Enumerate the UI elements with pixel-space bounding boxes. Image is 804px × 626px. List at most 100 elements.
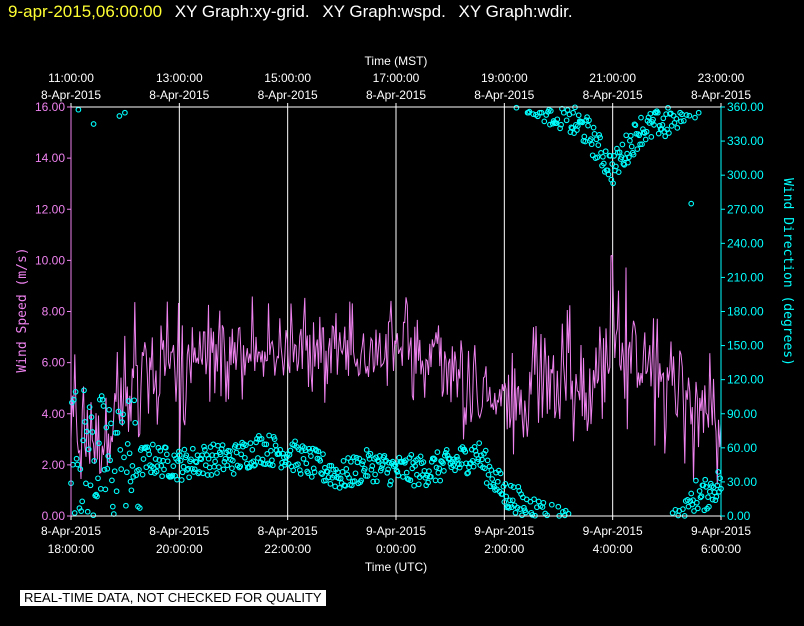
wind-direction-point xyxy=(290,467,297,474)
wind-direction-point xyxy=(441,468,447,474)
wind-direction-point xyxy=(697,494,704,501)
wind-direction-point xyxy=(146,451,152,458)
bottom-tick-time-label: 0:00:00 xyxy=(376,542,416,556)
wind-direction-point xyxy=(585,122,591,129)
wind-direction-point xyxy=(251,462,258,469)
wind-direction-point xyxy=(179,469,186,476)
quality-banner: REAL-TIME DATA, NOT CHECKED FOR QUALITY xyxy=(20,590,326,606)
wind-direction-point xyxy=(163,451,170,458)
wind-direction-point xyxy=(440,460,446,466)
wind-direction-point xyxy=(178,477,185,483)
wind-direction-point xyxy=(327,481,334,487)
wind-direction-point xyxy=(233,449,240,456)
wind-direction-point xyxy=(237,463,244,470)
wind-direction-point xyxy=(643,128,650,135)
wind-direction-point xyxy=(474,458,481,465)
wind-direction-point xyxy=(201,443,207,450)
wind-direction-point xyxy=(403,469,410,476)
left-tick-label: 16.00 xyxy=(35,100,65,114)
wind-direction-point xyxy=(702,476,709,483)
wind-direction-point xyxy=(264,451,271,457)
wind-direction-point xyxy=(412,463,418,469)
wind-direction-point xyxy=(352,470,359,477)
wind-direction-point xyxy=(588,141,595,148)
wind-direction-point xyxy=(73,455,80,462)
wind-direction-point xyxy=(680,117,687,124)
wind-direction-point xyxy=(91,458,98,464)
wind-direction-point xyxy=(707,480,714,487)
top-tick-time-label: 15:00:00 xyxy=(264,71,311,85)
wind-direction-point xyxy=(443,447,450,453)
wind-direction-point xyxy=(607,152,614,159)
bottom-tick-time-label: 2:00:00 xyxy=(484,542,524,556)
wind-direction-point xyxy=(192,458,199,465)
wind-direction-point xyxy=(378,465,385,471)
wind-direction-point xyxy=(79,498,86,505)
wind-direction-point xyxy=(339,469,346,475)
wind-direction-point xyxy=(74,461,81,468)
wind-direction-point xyxy=(432,477,439,484)
bottom-tick-date-label: 9-Apr-2015 xyxy=(366,524,426,538)
wind-direction-point xyxy=(706,503,712,510)
wind-direction-point xyxy=(207,444,214,450)
left-axis-title: Wind Speed (m/s) xyxy=(15,247,30,372)
wind-direction-point xyxy=(430,455,437,462)
wind-direction-point xyxy=(269,457,275,464)
wind-direction-point xyxy=(113,488,120,495)
wind-direction-point xyxy=(138,445,145,451)
wind-direction-point xyxy=(204,472,211,478)
right-tick-label: 300.00 xyxy=(727,168,764,182)
wind-direction-point xyxy=(650,116,656,123)
wind-direction-point xyxy=(700,482,707,489)
wind-direction-point xyxy=(318,470,324,476)
wind-direction-point xyxy=(217,451,224,458)
wind-direction-point xyxy=(364,473,371,479)
wind-direction-point xyxy=(206,464,213,471)
wind-direction-point xyxy=(176,448,182,455)
wind-direction-point xyxy=(269,462,276,469)
bottom-tick-date-label: 8-Apr-2015 xyxy=(41,524,101,538)
wind-direction-point xyxy=(586,117,592,124)
wind-direction-point xyxy=(188,456,194,463)
wind-direction-point xyxy=(529,512,536,518)
wind-direction-point xyxy=(109,503,116,510)
wind-direction-point xyxy=(97,485,104,492)
wind-direction-point xyxy=(674,125,681,131)
top-tick-time-label: 11:00:00 xyxy=(48,71,94,85)
wind-direction-point xyxy=(159,473,165,480)
wind-direction-point xyxy=(691,508,697,514)
bottom-tick-date-label: 9-Apr-2015 xyxy=(691,524,751,538)
wind-direction-point xyxy=(384,469,391,476)
wind-direction-point xyxy=(692,114,698,121)
wind-direction-point xyxy=(242,442,249,449)
wind-direction-point xyxy=(595,142,602,148)
wind-direction-point xyxy=(136,505,143,511)
wind-direction-point xyxy=(109,477,115,484)
wind-direction-point xyxy=(462,448,469,455)
top-tick-date-label: 8-Apr-2015 xyxy=(583,88,643,102)
wind-direction-point xyxy=(368,466,375,473)
wind-direction-point xyxy=(688,490,695,497)
wind-direction-point xyxy=(88,414,95,420)
wind-direction-point xyxy=(180,463,187,470)
wind-direction-point xyxy=(84,508,91,515)
wind-direction-point xyxy=(506,505,512,511)
wind-direction-point xyxy=(370,478,377,485)
wind-direction-point xyxy=(522,509,529,516)
wind-direction-point xyxy=(638,114,644,121)
wind-direction-point xyxy=(589,152,596,159)
wind-direction-point xyxy=(392,462,399,469)
wind-direction-point xyxy=(216,464,222,470)
wind-direction-point xyxy=(540,499,547,506)
wind-direction-point xyxy=(609,161,616,167)
wind-direction-point xyxy=(111,468,118,475)
wind-direction-point xyxy=(502,480,509,487)
wind-direction-point xyxy=(557,125,563,132)
left-tick-label: 12.00 xyxy=(35,202,65,216)
wind-direction-point xyxy=(320,451,326,457)
top-tick-time-label: 19:00:00 xyxy=(481,71,528,85)
right-tick-label: 240.00 xyxy=(727,236,764,250)
wind-direction-point xyxy=(600,160,607,167)
left-tick-label: 8.00 xyxy=(42,305,66,319)
wind-direction-point xyxy=(503,493,510,500)
